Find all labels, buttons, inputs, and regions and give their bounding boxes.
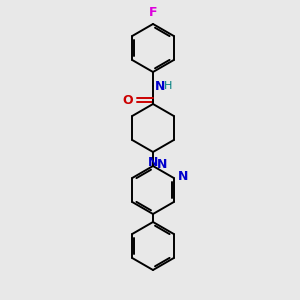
- Text: O: O: [122, 94, 133, 106]
- Text: F: F: [149, 6, 157, 19]
- Text: H: H: [164, 81, 172, 91]
- Text: N: N: [148, 156, 158, 169]
- Text: N: N: [155, 80, 165, 92]
- Text: N: N: [157, 158, 167, 172]
- Text: N: N: [178, 170, 188, 184]
